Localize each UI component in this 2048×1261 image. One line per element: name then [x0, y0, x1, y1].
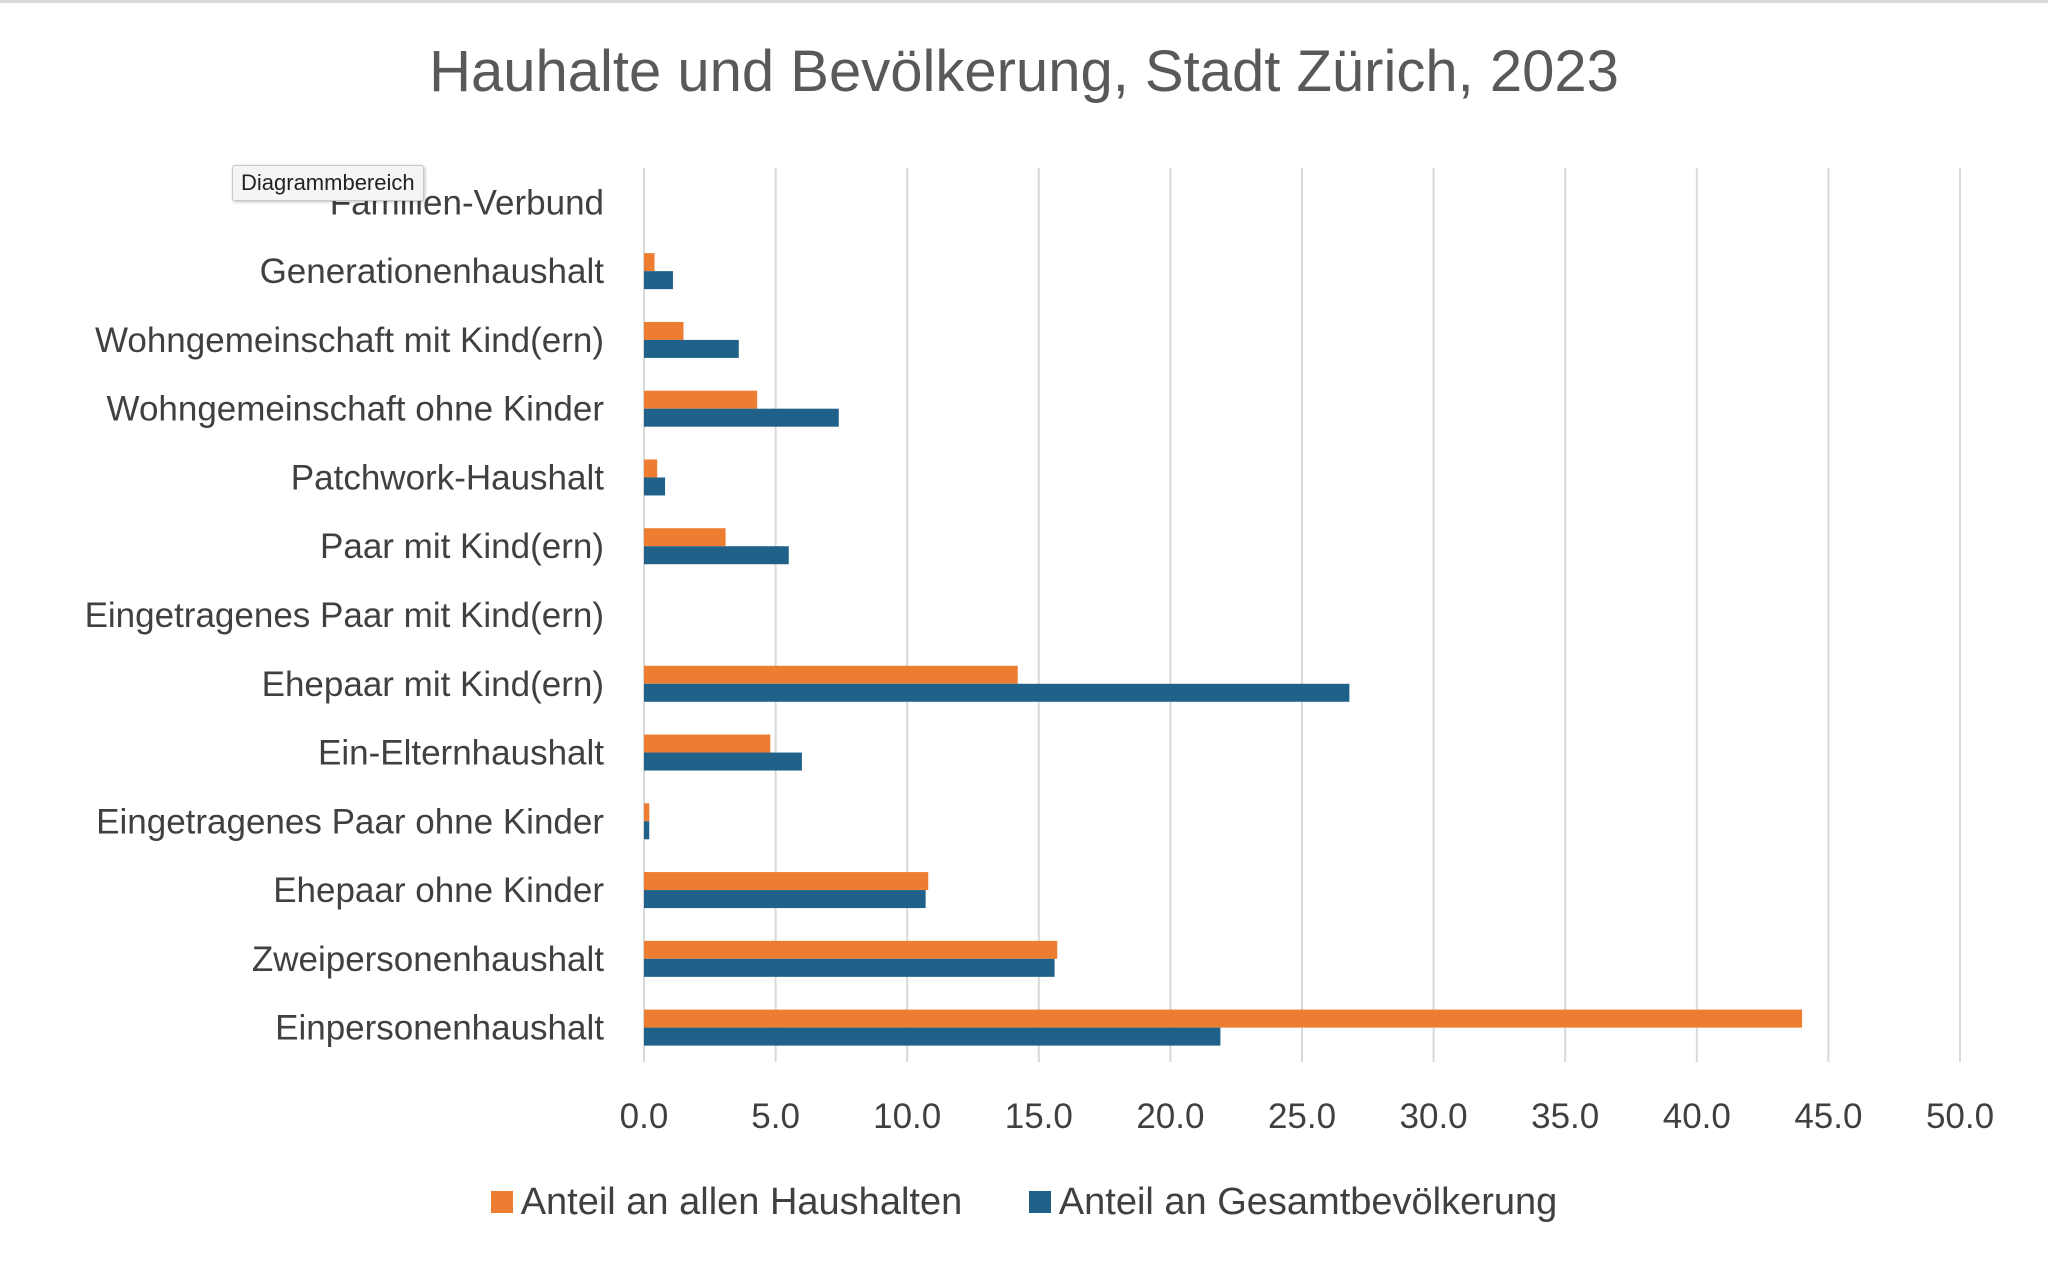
chart-title: Hauhalte und Bevölkerung, Stadt Zürich, … — [429, 39, 1619, 104]
bar-bevoelkerung — [644, 408, 839, 427]
x-tick-label: 25.0 — [1268, 1097, 1336, 1136]
category-label: Paar mit Kind(ern) — [320, 527, 604, 566]
bar-bevoelkerung — [644, 958, 1055, 977]
bar-bevoelkerung — [644, 477, 666, 496]
top-border — [0, 0, 2048, 3]
bar-haushalte — [644, 321, 684, 340]
category-label: Wohngemeinschaft mit Kind(ern) — [95, 321, 604, 360]
x-tick-label: 50.0 — [1926, 1097, 1994, 1136]
bar-bevoelkerung — [644, 339, 739, 358]
bar-bevoelkerung — [644, 890, 926, 909]
x-tick-label: 45.0 — [1794, 1097, 1862, 1136]
bar-bevoelkerung — [644, 683, 1350, 702]
category-label: Generationenhaushalt — [260, 252, 605, 291]
category-label: Eingetragenes Paar ohne Kinder — [96, 802, 604, 841]
x-tick-label: 20.0 — [1136, 1097, 1204, 1136]
legend-item-haushalte: Anteil an allen Haushalten — [490, 1180, 963, 1224]
x-tick-label: 15.0 — [1005, 1097, 1073, 1136]
category-label: Einpersonenhaushalt — [275, 1009, 604, 1048]
chart-area-tooltip: Diagrammbereich — [232, 165, 424, 201]
bar-haushalte — [644, 390, 758, 409]
category-label: Ehepaar mit Kind(ern) — [262, 665, 604, 704]
bar-bevoelkerung — [644, 1027, 1221, 1046]
bar-bevoelkerung — [644, 821, 650, 840]
legend: Anteil an allen Haushalten Anteil an Ges… — [0, 1180, 2048, 1224]
legend-swatch-haushalte — [490, 1191, 513, 1213]
category-label: Wohngemeinschaft ohne Kinder — [107, 390, 605, 429]
category-label: Patchwork-Haushalt — [291, 458, 604, 497]
x-tick-label: 35.0 — [1531, 1097, 1599, 1136]
bar-haushalte — [644, 528, 726, 547]
category-label: Ein-Elternhaushalt — [318, 734, 604, 773]
bar-haushalte — [644, 665, 1018, 684]
x-tick-label: 0.0 — [620, 1097, 669, 1136]
category-label: Eingetragenes Paar mit Kind(ern) — [85, 596, 604, 635]
bar-haushalte — [644, 253, 655, 272]
category-label: Zweipersonenhaushalt — [252, 940, 604, 979]
legend-label-haushalte: Anteil an allen Haushalten — [520, 1180, 963, 1223]
legend-item-bevoelkerung: Anteil an Gesamtbevölkerung — [1028, 1180, 1558, 1224]
x-tick-label: 5.0 — [751, 1097, 800, 1136]
bar-haushalte — [644, 734, 771, 753]
bar-haushalte — [644, 872, 929, 891]
bar-haushalte — [644, 940, 1058, 959]
x-tick-label: 10.0 — [873, 1097, 941, 1136]
legend-label-bevoelkerung: Anteil an Gesamtbevölkerung — [1058, 1180, 1558, 1223]
x-tick-label: 40.0 — [1663, 1097, 1731, 1136]
legend-swatch-bevoelkerung — [1028, 1191, 1051, 1213]
category-label: Ehepaar ohne Kinder — [273, 871, 604, 910]
x-tick-label: 30.0 — [1400, 1097, 1468, 1136]
bar-bevoelkerung — [644, 271, 673, 290]
bar-haushalte — [644, 803, 650, 822]
bar-haushalte — [644, 459, 658, 478]
bar-haushalte — [644, 1009, 1803, 1028]
bar-bevoelkerung — [644, 546, 789, 565]
bar-bevoelkerung — [644, 752, 802, 771]
